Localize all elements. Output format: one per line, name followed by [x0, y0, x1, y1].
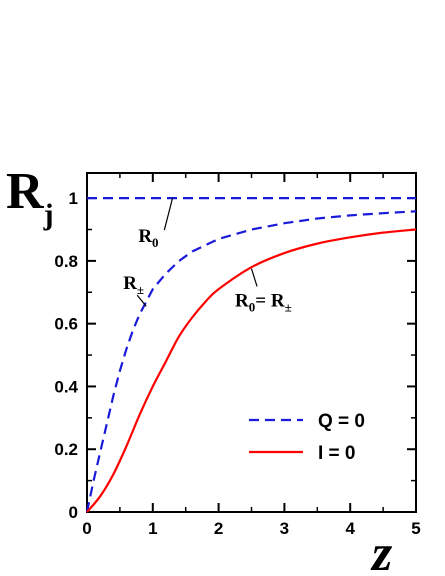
y-axis-label: Rj [6, 163, 54, 231]
annotation-1: R± [123, 273, 144, 297]
legend: Q = 0 I = 0 [249, 411, 365, 464]
series-layer [85, 197, 417, 513]
y-tick-label: 0 [69, 503, 78, 522]
annotation-main: R [123, 273, 137, 294]
tick-labels: 0 1 2 3 4 5 0 0.2 0.4 0.6 0.8 1 [54, 189, 420, 538]
x-tick-label: 3 [280, 519, 289, 538]
annotation-tail-sub: ± [285, 299, 292, 314]
legend-label: I = 0 [318, 443, 356, 464]
legend-label: Q = 0 [318, 411, 365, 432]
y-tick-label: 0.6 [54, 315, 78, 334]
annotation-sub: 0 [249, 299, 256, 314]
annotations: R0R±R0= R± [123, 197, 292, 314]
y-axis-label-main: R [6, 163, 45, 220]
annotation-tail: = R [255, 290, 285, 311]
plot-frame [86, 172, 417, 513]
annotation-pointer-1 [136, 294, 147, 307]
annotation-2: R0= R± [235, 290, 292, 314]
series-line-2 [86, 228, 417, 513]
annotation-sub: ± [137, 282, 144, 297]
y-tick-label: 0.4 [54, 377, 78, 396]
y-axis-label-sub: j [43, 198, 54, 231]
x-tick-label: 4 [345, 519, 355, 538]
annotation-0: R0 [138, 226, 158, 250]
y-tick-label: 0.8 [54, 252, 78, 271]
annotation-sub: 0 [152, 235, 159, 250]
x-tick-label: 2 [214, 519, 223, 538]
y-tick-label: 1 [69, 189, 78, 208]
series-line-0 [85, 210, 417, 513]
y-tick-label: 0.2 [54, 440, 78, 459]
annotation-main: R [235, 290, 249, 311]
x-tick-label: 1 [148, 519, 157, 538]
annotation-main: R [138, 226, 152, 247]
x-tick-label: 0 [82, 519, 91, 538]
annotation-pointer-0 [163, 197, 174, 231]
annotation-pointer-2 [250, 268, 258, 287]
x-axis-label: z [370, 525, 393, 576]
x-tick-label: 5 [411, 519, 420, 538]
ticks [86, 173, 417, 513]
